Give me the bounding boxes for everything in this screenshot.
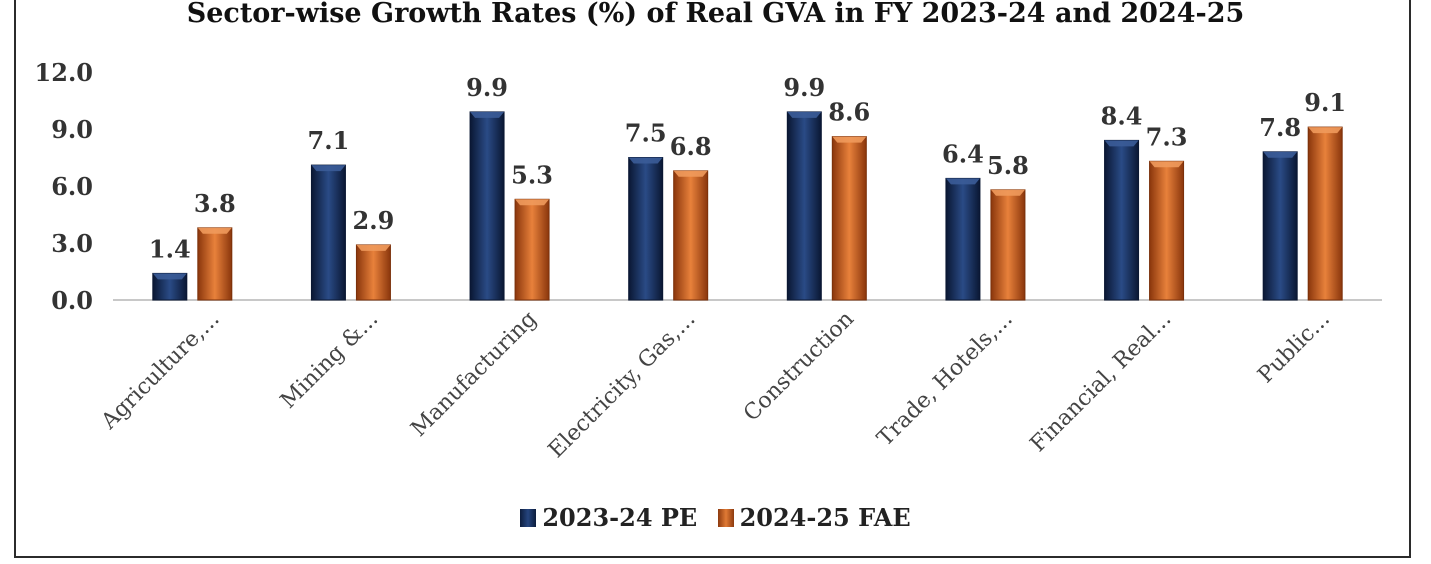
bar-bevel-1-1 bbox=[356, 244, 391, 251]
bar-2024-25-7 bbox=[1307, 126, 1343, 301]
category-label-0: Agriculture,... bbox=[96, 307, 224, 435]
data-label-2024-25-1: 2.9 bbox=[353, 206, 395, 235]
data-label-2024-25-2: 5.3 bbox=[511, 160, 553, 189]
legend: 2023-24 PE 2024-25 FAE bbox=[0, 503, 1431, 533]
bar-bevel-1-6 bbox=[1149, 161, 1184, 168]
bar-bevel-1-4 bbox=[832, 136, 867, 143]
bar-2023-24-3 bbox=[628, 157, 664, 301]
legend-swatch-2024-25 bbox=[717, 508, 734, 527]
bar-bevel-0-6 bbox=[1104, 140, 1139, 147]
bar-2023-24-2 bbox=[469, 111, 505, 301]
data-label-2023-24-7: 7.8 bbox=[1259, 113, 1301, 142]
bar-2024-25-1 bbox=[355, 244, 391, 301]
data-label-2023-24-0: 1.4 bbox=[149, 234, 191, 263]
bar-2024-25-0 bbox=[197, 227, 233, 301]
bar-bevel-0-7 bbox=[1263, 151, 1298, 158]
bar-2024-25-6 bbox=[1149, 160, 1185, 301]
bar-2024-25-5 bbox=[990, 189, 1026, 301]
bar-2023-24-4 bbox=[786, 111, 822, 301]
legend-item-2024-25: 2024-25 FAE bbox=[717, 503, 911, 532]
bar-bevel-1-0 bbox=[197, 227, 232, 234]
legend-label-2024-25: 2024-25 FAE bbox=[739, 503, 911, 532]
category-label-1: Mining &... bbox=[276, 307, 383, 414]
data-label-2023-24-5: 6.4 bbox=[942, 139, 984, 168]
bar-bevel-0-1 bbox=[311, 165, 346, 172]
data-label-2023-24-6: 8.4 bbox=[1101, 101, 1143, 130]
y-tick-label-0: 0.0 bbox=[51, 286, 93, 315]
bar-bevel-0-2 bbox=[470, 111, 505, 118]
legend-item-2023-24: 2023-24 PE bbox=[520, 503, 697, 532]
data-label-2024-25-5: 5.8 bbox=[987, 151, 1029, 180]
category-label-5: Trade, Hotels,... bbox=[873, 307, 1018, 452]
bar-bevel-1-3 bbox=[673, 170, 708, 177]
data-label-2024-25-3: 6.8 bbox=[670, 132, 712, 161]
data-label-2024-25-7: 9.1 bbox=[1304, 88, 1346, 117]
category-label-4: Construction bbox=[739, 307, 859, 427]
y-tick-label-1: 3.0 bbox=[51, 229, 93, 258]
category-label-6: Financial, Real... bbox=[1026, 307, 1177, 458]
legend-swatch-2023-24 bbox=[520, 508, 537, 527]
data-label-2024-25-0: 3.8 bbox=[194, 189, 236, 218]
y-tick-label-2: 6.0 bbox=[51, 172, 93, 201]
bar-bevel-0-0 bbox=[152, 273, 187, 280]
data-label-2023-24-1: 7.1 bbox=[308, 126, 350, 155]
data-label-2023-24-3: 7.5 bbox=[625, 119, 667, 148]
category-label-3: Electricity, Gas,... bbox=[544, 307, 701, 464]
data-label-2023-24-4: 9.9 bbox=[783, 73, 825, 102]
bar-2024-25-3 bbox=[673, 170, 709, 301]
bar-bevel-1-7 bbox=[1308, 127, 1343, 134]
bar-2023-24-1 bbox=[310, 164, 346, 301]
bar-2024-25-4 bbox=[831, 136, 867, 301]
category-label-2: Manufacturing bbox=[406, 307, 541, 442]
bar-bevel-1-5 bbox=[990, 189, 1025, 196]
category-label-7: Public... bbox=[1253, 307, 1335, 389]
bar-bevel-0-3 bbox=[628, 157, 663, 164]
bar-2023-24-7 bbox=[1262, 151, 1298, 301]
bar-bevel-0-5 bbox=[945, 178, 980, 185]
y-tick-label-3: 9.0 bbox=[51, 115, 93, 144]
data-label-2024-25-4: 8.6 bbox=[828, 98, 870, 127]
bar-2023-24-6 bbox=[1104, 139, 1140, 301]
data-label-2023-24-2: 9.9 bbox=[466, 73, 508, 102]
bar-bevel-1-2 bbox=[515, 199, 550, 206]
legend-label-2023-24: 2023-24 PE bbox=[542, 503, 698, 532]
y-tick-label-4: 12.0 bbox=[35, 58, 93, 87]
bar-bevel-0-4 bbox=[787, 111, 822, 118]
bar-2023-24-5 bbox=[945, 177, 981, 301]
bar-2024-25-2 bbox=[514, 198, 550, 301]
chart-title: Sector-wise Growth Rates (%) of Real GVA… bbox=[186, 0, 1245, 29]
data-label-2024-25-6: 7.3 bbox=[1146, 122, 1188, 151]
